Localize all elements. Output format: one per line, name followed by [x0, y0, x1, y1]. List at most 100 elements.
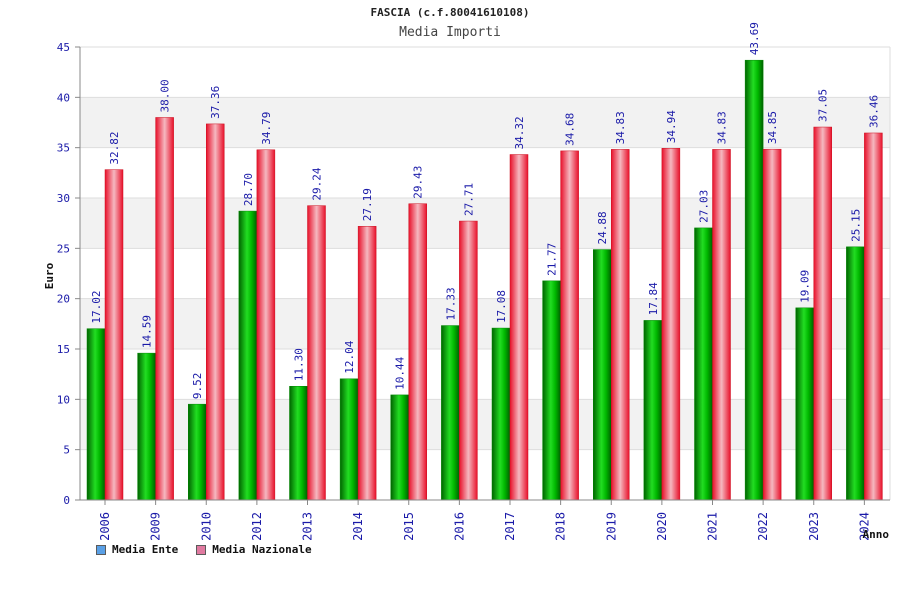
bar-media-ente-2019	[593, 249, 612, 501]
grid-band	[80, 47, 890, 98]
bar-media-nazionale-2009	[155, 117, 174, 501]
bar-media-nazionale-2013	[307, 205, 326, 501]
legend-item-media-ente: Media Ente	[96, 543, 178, 556]
chart-title: FASCIA (c.f.80041610108)	[370, 6, 530, 19]
x-axis-title: Anno	[863, 528, 890, 541]
bar-media-ente-2020	[643, 320, 663, 501]
data-label: 17.08	[495, 290, 508, 323]
x-tick-label: 2022	[756, 512, 770, 541]
data-label: 21.77	[546, 243, 559, 276]
legend: Media Ente Media Nazionale	[96, 543, 312, 556]
bar-media-nazionale-2010	[206, 123, 225, 501]
data-label: 34.94	[665, 110, 678, 143]
x-tick-label: 2009	[149, 512, 163, 541]
x-tick-label: 2021	[706, 512, 720, 541]
bar-media-nazionale-2023	[813, 126, 832, 501]
bar-media-ente-2023	[795, 307, 814, 501]
data-label: 34.32	[513, 116, 526, 149]
data-label: 17.33	[444, 287, 457, 320]
data-label: 10.44	[394, 356, 407, 389]
y-axis-title: Euro	[43, 262, 56, 289]
data-label: 12.04	[343, 340, 356, 373]
data-label: 24.88	[596, 211, 609, 244]
data-label: 37.05	[817, 89, 830, 122]
x-tick-label: 2019	[604, 512, 618, 541]
chart-subtitle: Media Importi	[399, 25, 501, 40]
bar-media-ente-2018	[542, 280, 561, 501]
bar-media-nazionale-2012	[256, 149, 276, 501]
data-label: 29.24	[311, 167, 324, 200]
y-tick-label: 10	[57, 393, 70, 406]
legend-swatch-media-nazionale	[196, 544, 207, 555]
data-label: 25.15	[849, 209, 862, 242]
legend-item-media-nazionale: Media Nazionale	[196, 543, 312, 556]
data-label: 34.83	[716, 111, 729, 144]
data-label: 11.30	[293, 348, 306, 381]
x-tick-label: 2013	[301, 512, 315, 541]
data-label: 27.03	[698, 190, 711, 223]
data-label: 32.82	[108, 131, 121, 164]
x-tick-label: 2018	[554, 512, 568, 541]
data-label: 27.71	[462, 183, 475, 216]
y-tick-label: 15	[57, 343, 70, 356]
bar-media-nazionale-2015	[408, 203, 427, 501]
bar-media-ente-2006	[86, 328, 106, 501]
data-label: 29.43	[412, 166, 425, 199]
y-tick-label: 45	[57, 41, 70, 54]
x-tick-label: 2020	[655, 512, 669, 541]
y-tick-label: 25	[57, 242, 70, 255]
x-tick-label: 2014	[351, 512, 365, 541]
data-label: 17.84	[647, 282, 660, 315]
y-tick-label: 0	[63, 494, 70, 507]
y-tick-label: 30	[57, 192, 70, 205]
bar-media-ente-2010	[188, 403, 207, 501]
x-tick-label: 2016	[452, 512, 466, 541]
bar-media-ente-2014	[339, 378, 359, 501]
x-tick-label: 2017	[503, 512, 517, 541]
axes	[75, 46, 890, 505]
bar-media-ente-2012	[238, 210, 258, 501]
y-tick-label: 35	[57, 142, 70, 155]
bar-media-nazionale-2019	[611, 149, 630, 501]
x-tick-label: 2015	[402, 512, 416, 541]
bar-media-ente-2022	[744, 59, 764, 501]
bar-media-ente-2016	[441, 325, 460, 501]
data-label: 34.85	[766, 111, 779, 144]
x-tick-label: 2024	[857, 512, 871, 541]
y-tick-label: 5	[63, 444, 70, 457]
data-label: 38.00	[159, 79, 172, 112]
bar-media-ente-2009	[137, 352, 156, 501]
x-tick-label: 2006	[98, 512, 112, 541]
x-tick-label: 2023	[807, 512, 821, 541]
data-label: 19.09	[799, 270, 812, 303]
bar-media-nazionale-2021	[712, 149, 731, 501]
bar-media-nazionale-2006	[104, 169, 124, 501]
bar-media-nazionale-2017	[509, 154, 529, 501]
legend-label-media-nazionale: Media Nazionale	[212, 543, 312, 556]
bar-media-nazionale-2016	[459, 220, 478, 501]
data-label: 36.46	[867, 95, 880, 128]
data-label: 43.69	[748, 22, 761, 55]
bar-media-nazionale-2018	[560, 150, 579, 501]
y-tick-label: 20	[57, 293, 70, 306]
data-label: 34.68	[564, 113, 577, 146]
bar-media-nazionale-2022	[762, 148, 782, 501]
bar-media-nazionale-2024	[864, 132, 883, 501]
data-label: 27.19	[361, 188, 374, 221]
data-label: 34.83	[614, 111, 627, 144]
data-label: 37.36	[209, 86, 222, 119]
data-label: 9.52	[191, 373, 204, 400]
data-label: 28.70	[242, 173, 255, 206]
x-tick-label: 2010	[199, 512, 213, 541]
bar-media-ente-2021	[694, 227, 713, 501]
data-label: 14.59	[141, 315, 154, 348]
legend-swatch-media-ente	[96, 544, 106, 555]
y-tick-label: 40	[57, 91, 70, 104]
x-tick-label: 2012	[250, 512, 264, 541]
bar-media-ente-2015	[390, 394, 409, 501]
bar-media-ente-2024	[846, 246, 865, 501]
legend-label-media-ente: Media Ente	[112, 543, 179, 556]
bar-media-nazionale-2020	[661, 148, 681, 501]
bar-media-ente-2013	[289, 385, 308, 501]
